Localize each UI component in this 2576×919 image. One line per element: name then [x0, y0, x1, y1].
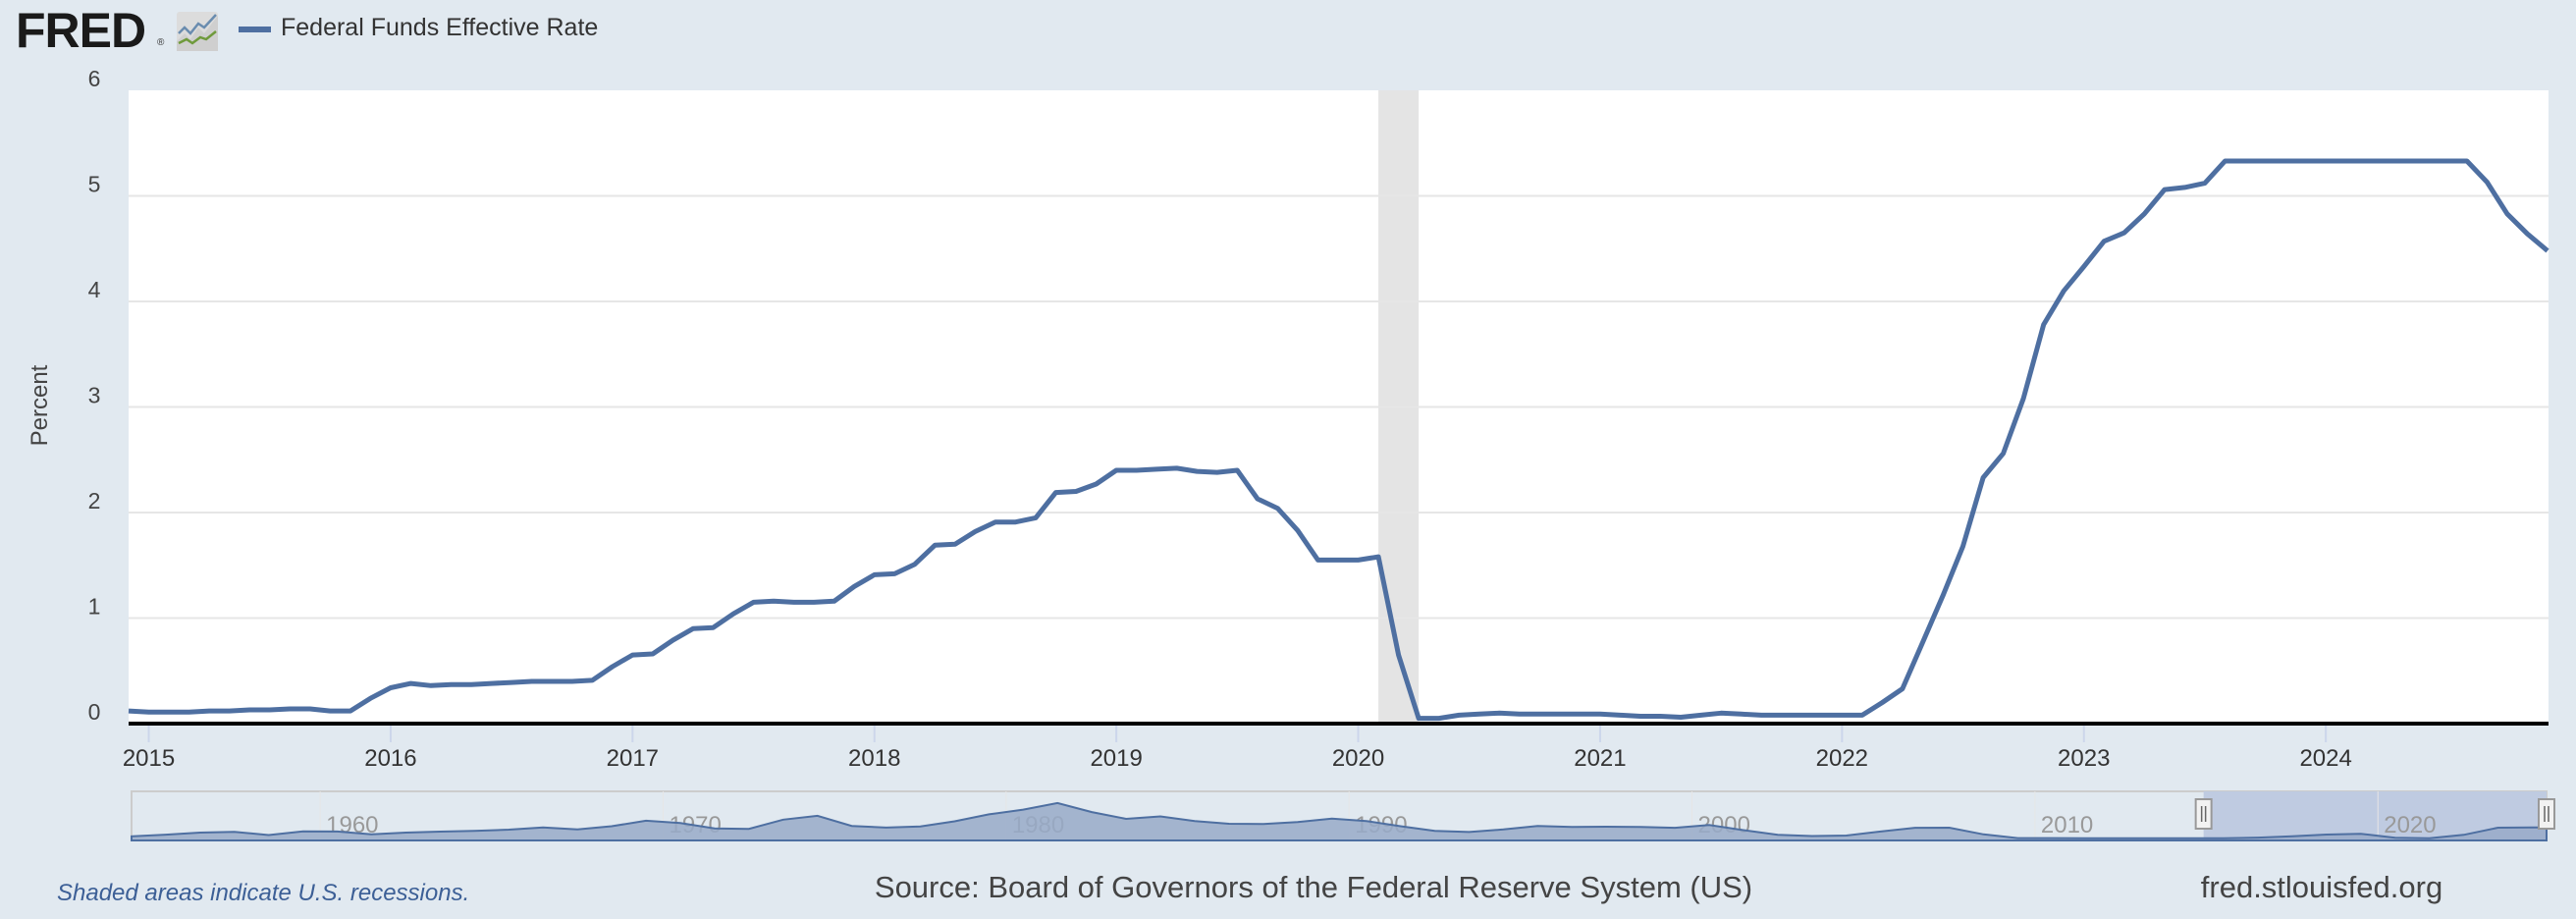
- y-axis-ticks: 0 1 2 3 4 5 6: [88, 66, 101, 725]
- y-tick-label: 5: [88, 172, 101, 197]
- gridlines: [129, 194, 2549, 620]
- x-tick-label: 2017: [607, 745, 659, 772]
- y-tick-label: 4: [88, 277, 101, 302]
- legend-label[interactable]: Federal Funds Effective Rate: [281, 14, 599, 41]
- x-tick-label: 2015: [123, 745, 175, 772]
- y-tick-label: 2: [88, 488, 101, 514]
- y-tick-label: 1: [88, 594, 101, 620]
- x-tick-label: 2019: [1090, 745, 1142, 772]
- y-tick-label: 0: [88, 699, 101, 725]
- legend-swatch: [239, 27, 271, 32]
- x-tick-label: 2021: [1574, 745, 1626, 772]
- y-tick-label: 3: [88, 383, 101, 408]
- fred-logo-text: FRED: [16, 3, 146, 58]
- x-axis-ticks: 2015 2016 2017 2018 2019 2020 2021 2022 …: [123, 726, 2352, 772]
- source-text: Source: Board of Governors of the Federa…: [874, 870, 1753, 904]
- x-tick-label: 2022: [1816, 745, 1868, 772]
- handle-grip-icon: [2194, 798, 2213, 830]
- y-tick-label: 6: [88, 66, 101, 91]
- navigator-handle-left[interactable]: [2194, 798, 2213, 830]
- x-tick-label: 2018: [848, 745, 900, 772]
- x-tick-label: 2024: [2299, 745, 2351, 772]
- x-tick-label: 2016: [364, 745, 416, 772]
- navigator-series-area: [131, 801, 2548, 841]
- handle-grip-icon: [2538, 798, 2555, 830]
- chart-logo-icon: [177, 12, 218, 51]
- site-link[interactable]: fred.stlouisfed.org: [2200, 870, 2443, 904]
- series-line-federal-funds-rate[interactable]: [128, 158, 2549, 722]
- navigator-label: 2010: [2041, 812, 2093, 838]
- range-navigator[interactable]: 1960 1970 1980 1990 2000 2010 2020: [131, 790, 2555, 841]
- navigator-label: 2020: [2384, 812, 2436, 838]
- x-tick-label: 2023: [2058, 745, 2110, 772]
- navigator-handle-right[interactable]: [2538, 798, 2555, 830]
- registered-mark: ®: [157, 37, 165, 48]
- recession-note: Shaded areas indicate U.S. recessions.: [57, 880, 470, 906]
- y-axis-label: Percent: [27, 364, 53, 446]
- x-tick-label: 2020: [1332, 745, 1384, 772]
